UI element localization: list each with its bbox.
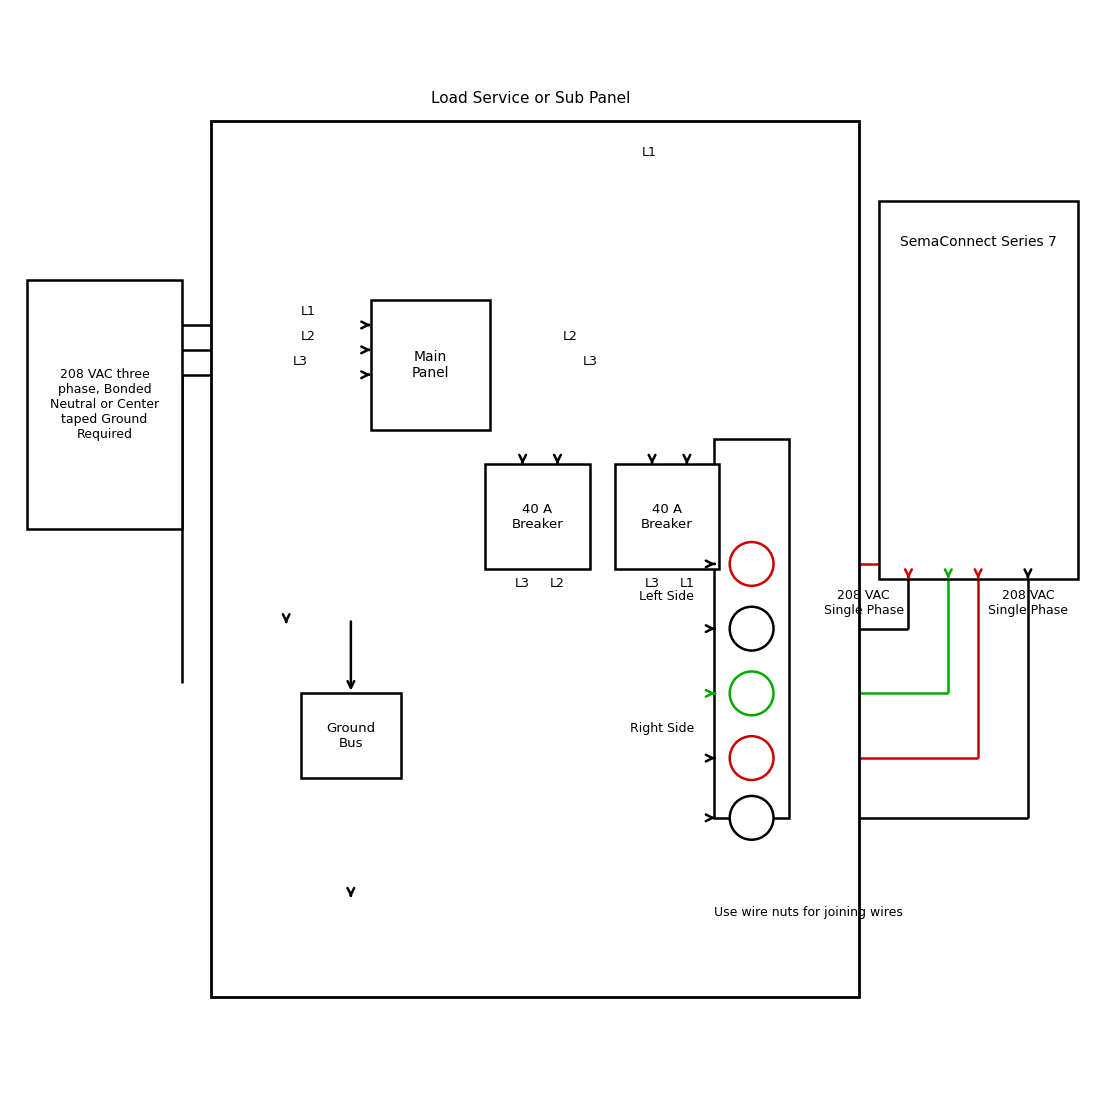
Text: 208 VAC
Single Phase: 208 VAC Single Phase [988,589,1068,617]
Text: 208 VAC three
phase, Bonded
Neutral or Center
taped Ground
Required: 208 VAC three phase, Bonded Neutral or C… [50,368,160,441]
Text: Left Side: Left Side [639,591,694,603]
Text: L3: L3 [582,355,597,368]
Text: SemaConnect Series 7: SemaConnect Series 7 [900,235,1056,249]
Text: L1: L1 [642,146,657,159]
Text: L3: L3 [645,576,660,590]
Text: L2: L2 [550,576,565,590]
Text: L2: L2 [301,329,316,343]
Text: L1: L1 [680,576,694,590]
Circle shape [729,607,773,650]
Text: 40 A
Breaker: 40 A Breaker [641,503,693,530]
Bar [615,464,719,569]
Circle shape [729,736,773,780]
Text: 208 VAC
Single Phase: 208 VAC Single Phase [824,589,903,617]
Text: L1: L1 [301,305,316,318]
Bar [28,280,182,529]
Text: Ground
Bus: Ground Bus [327,721,375,750]
Bar [485,464,590,569]
Circle shape [729,542,773,586]
Text: Main
Panel: Main Panel [411,349,449,380]
Text: Right Side: Right Side [630,721,694,735]
Text: L2: L2 [562,329,578,343]
Circle shape [729,672,773,715]
Circle shape [729,796,773,840]
Bar [879,201,1078,579]
Text: Load Service or Sub Panel: Load Service or Sub Panel [430,91,630,105]
Bar [211,121,859,997]
Text: L3: L3 [515,576,530,590]
Bar [301,693,400,778]
Bar [371,300,491,429]
Text: Use wire nuts for joining wires: Use wire nuts for joining wires [714,906,903,919]
Bar [714,439,789,818]
Text: 40 A
Breaker: 40 A Breaker [512,503,563,530]
Text: L3: L3 [293,355,308,368]
